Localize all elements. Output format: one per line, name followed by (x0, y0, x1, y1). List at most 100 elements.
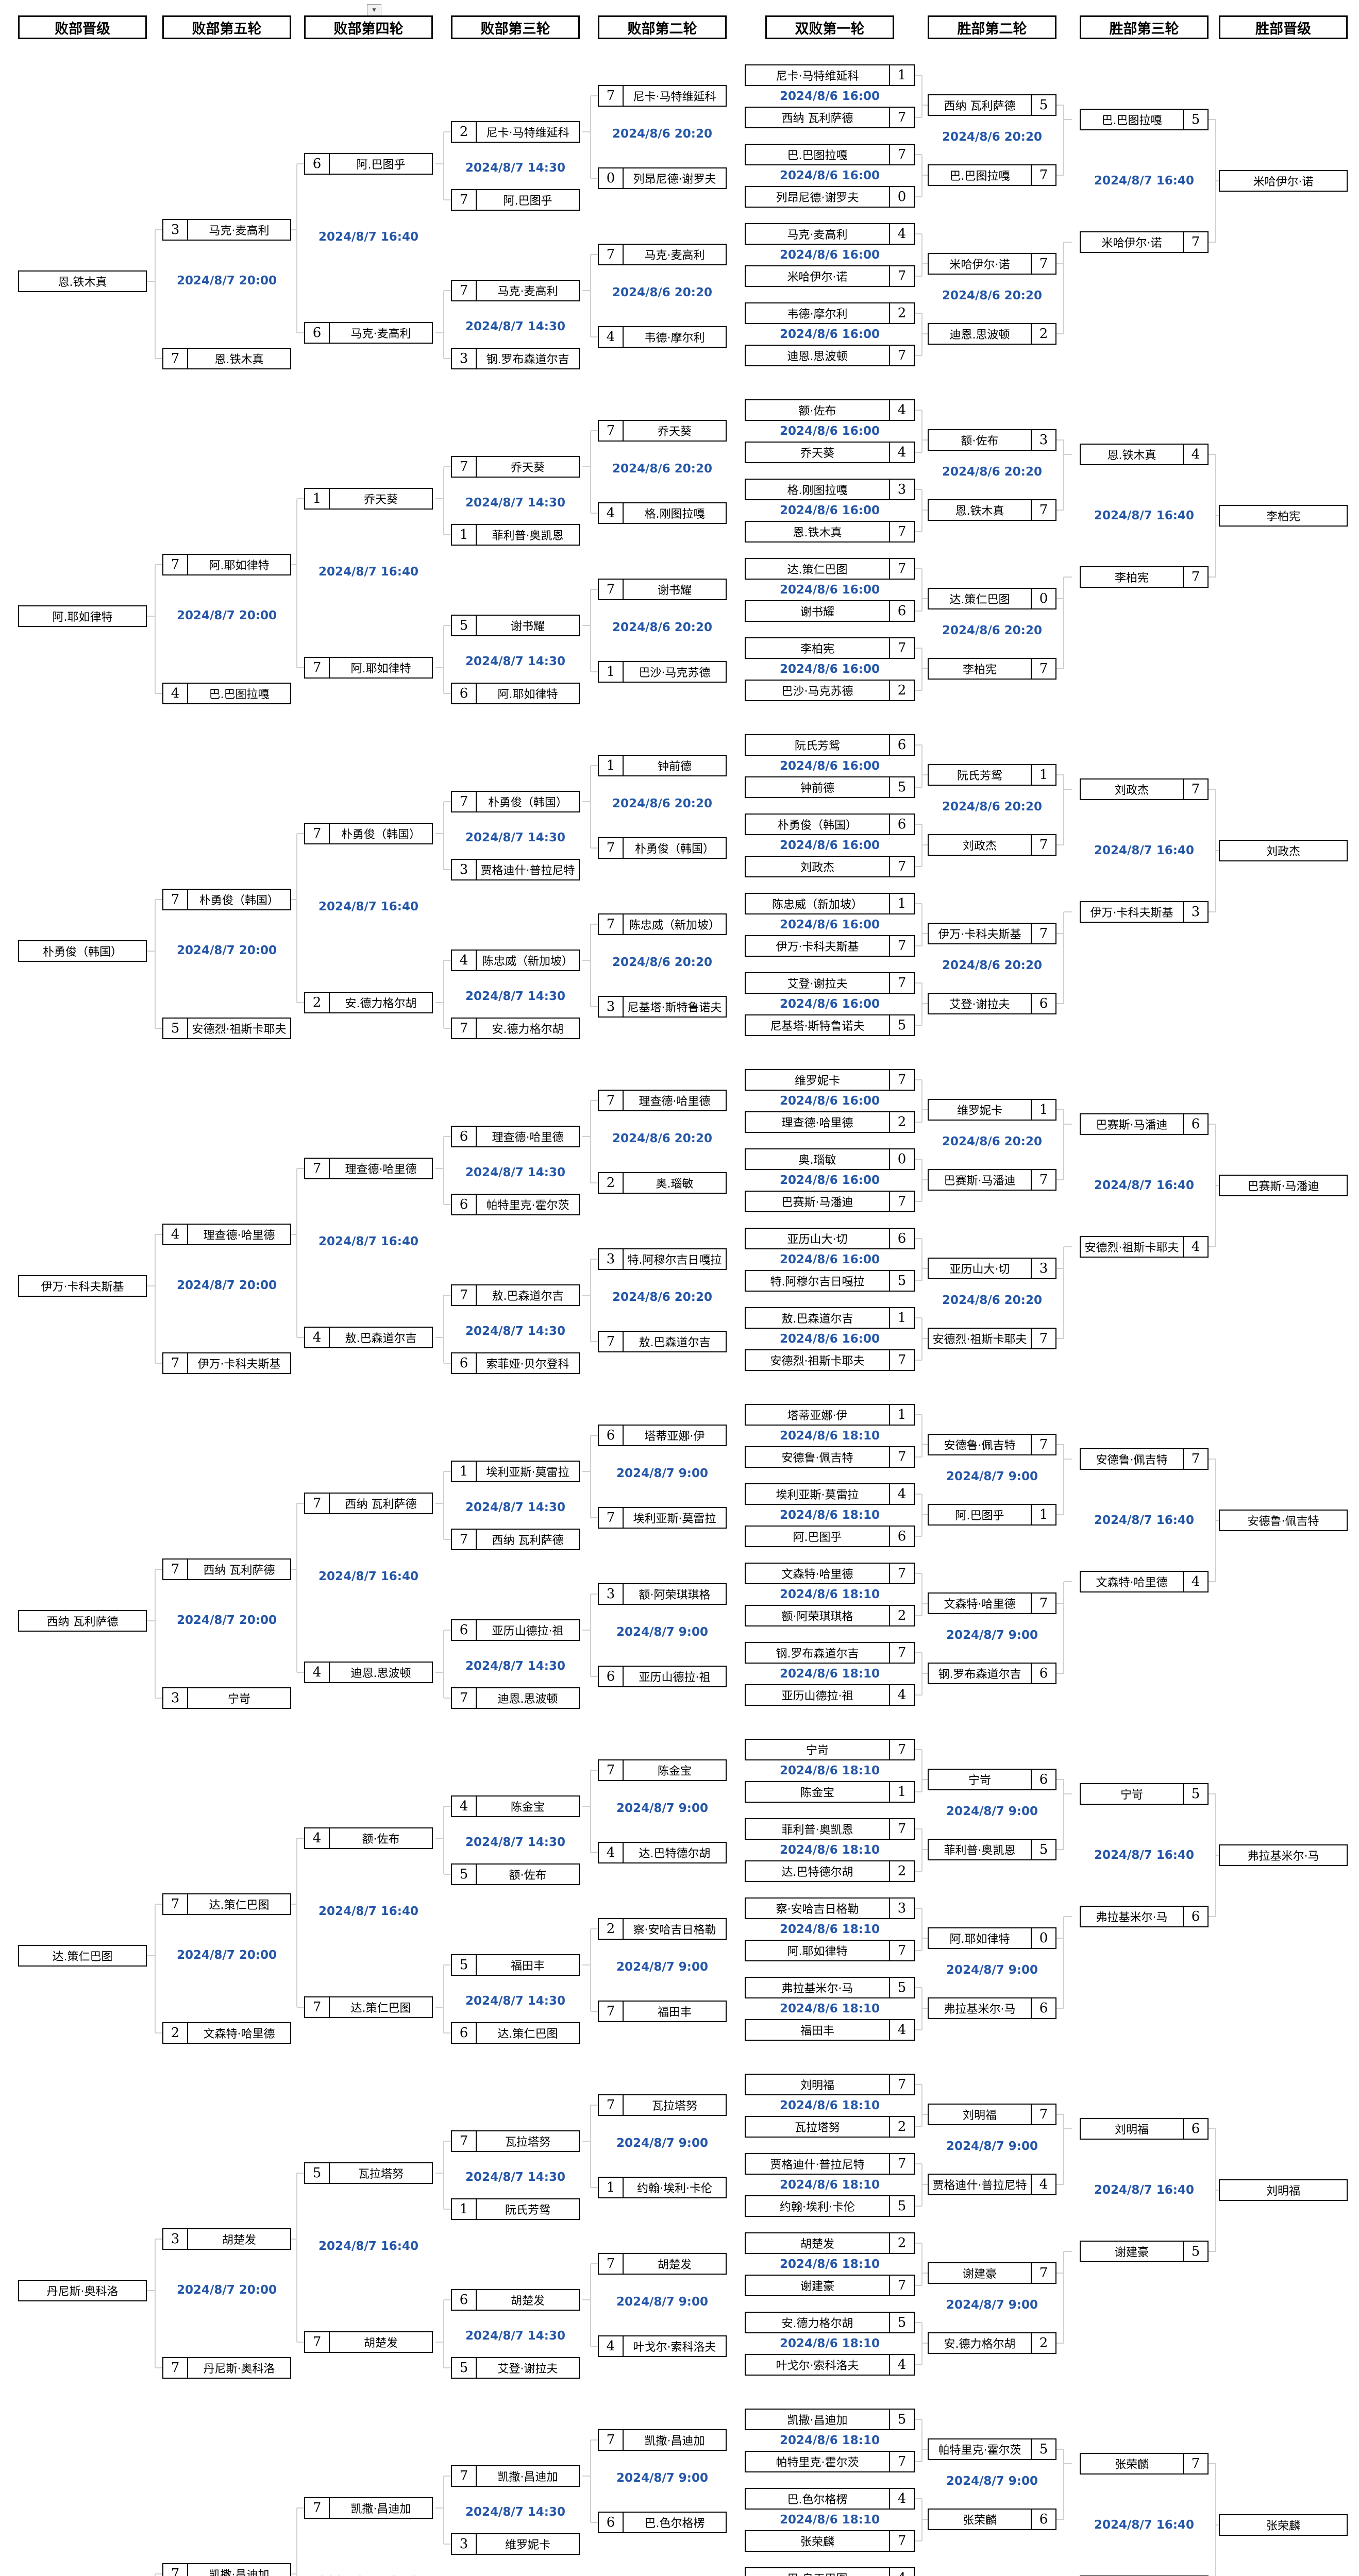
bracket-line (915, 1122, 922, 1123)
match-player-box: 朴勇俊（韩国） 6 (745, 814, 915, 835)
bracket-line (444, 1698, 451, 1699)
match-player-box: 额·佐布 3 (928, 429, 1056, 451)
bracket-line (1063, 1247, 1064, 1338)
player-score: 7 (889, 1941, 914, 1960)
match-player-box: 2 察·安哈吉日格勒 (598, 1918, 727, 1940)
player-name: 西纳 瓦利萨德 (492, 1534, 564, 1547)
bracket-line (915, 744, 922, 745)
match-player-box: 4 迪恩.思波顿 (304, 1662, 433, 1683)
bracket-line (922, 2008, 930, 2009)
bracket-line (155, 900, 156, 1028)
player-score: 5 (1031, 95, 1055, 115)
sheet-dropdown-arrow[interactable]: ▼ (367, 4, 381, 16)
player-score: 5 (889, 1271, 914, 1291)
bracket-line (915, 1456, 922, 1458)
bracket-line (922, 844, 930, 845)
player-name: 巴沙·马克苏德 (781, 685, 853, 698)
qualified-box: 达.策仁巴图 (18, 1945, 147, 1967)
match-player-box: 3 钢.罗布森道尔吉 (451, 348, 580, 369)
bracket-line (921, 983, 922, 1025)
bracket-line (444, 1539, 451, 1540)
player-name: 伊万·卡科夫斯基 (197, 1358, 281, 1371)
player-score: 7 (1031, 924, 1055, 943)
player-name: 理查德·哈里德 (345, 1163, 417, 1176)
player-name: 朴勇俊（韩国） (199, 894, 279, 907)
player-score: 7 (305, 1159, 330, 1178)
bracket-line (591, 336, 598, 337)
player-score: 7 (452, 2466, 477, 2486)
match-datetime: 2024/8/7 9:00 (616, 1625, 709, 1639)
match-player-box: 4 格.刚图拉嘎 (598, 502, 727, 524)
bracket-line (590, 2264, 591, 2346)
bracket-line (147, 951, 155, 952)
player-name: 巴.色尔格楞 (644, 2517, 705, 2530)
bracket-line (289, 1904, 297, 1905)
bracket-line (582, 1630, 591, 1631)
column-header-0: 败部晋级 (18, 15, 147, 39)
bracket-line (922, 598, 930, 599)
match-player-box: 刘政杰 7 (1080, 778, 1209, 800)
bracket-line (297, 2173, 304, 2174)
player-name: 西纳 瓦利萨德 (781, 112, 853, 125)
qualified-box: 刘明福 (1219, 2179, 1348, 2201)
bracket-line (1209, 454, 1216, 455)
column-header-2: 败部第四轮 (304, 15, 433, 39)
match-player-box: 谢建豪 7 (928, 2262, 1056, 2284)
player-score: 6 (305, 323, 330, 343)
match-datetime: 2024/8/6 18:10 (779, 1764, 880, 1777)
player-score: 7 (889, 522, 914, 541)
player-score: 4 (889, 2568, 914, 2576)
match-player-box: 叶戈尔·索科洛夫 4 (745, 2354, 915, 2376)
bracket-line (915, 1749, 922, 1750)
player-name: 约翰·埃利·卡伦 (780, 2201, 855, 2214)
bracket-line (1056, 1673, 1064, 1674)
match-player-box: 额·阿荣琪琪格 2 (745, 1605, 915, 1626)
bracket-line (591, 1852, 598, 1853)
bracket-line (921, 1750, 922, 1792)
match-player-box: 列昂尼德·谢罗夫 0 (745, 186, 915, 208)
match-player-box: 钢.罗布森道尔吉 6 (928, 1663, 1056, 1684)
player-score: 3 (599, 1249, 624, 1269)
bracket-line (590, 924, 591, 1007)
bracket-line (297, 1503, 304, 1504)
bracket-line (591, 2011, 598, 2012)
player-name: 阿.耶如律特 (209, 560, 270, 572)
player-score: 7 (452, 281, 477, 300)
player-score: 1 (889, 1782, 914, 1802)
bracket-line (915, 2206, 922, 2207)
match-datetime: 2024/8/7 16:40 (1094, 1514, 1195, 1527)
bracket-line (443, 1137, 444, 1205)
player-score: 1 (305, 489, 330, 509)
player-score: 7 (889, 1740, 914, 1759)
bracket-line (155, 1028, 162, 1029)
bracket-line (915, 1615, 922, 1616)
bracket-line (915, 1652, 922, 1653)
match-player-box: 7 凯撒·昌迪加 (162, 2563, 291, 2576)
bracket-line (915, 154, 922, 155)
player-name: 谢建豪 (1114, 2246, 1149, 2259)
player-score: 7 (1031, 2105, 1055, 2124)
match-player-box: 弗拉基米尔·马 5 (745, 1977, 915, 1998)
player-score: 7 (599, 580, 624, 599)
player-name: 达.策仁巴图 (949, 594, 1010, 606)
player-name: 福田丰 (657, 2006, 692, 2019)
bracket-line (921, 2084, 922, 2127)
player-name: 安.德力格尔胡 (944, 2338, 1016, 2351)
match-player-box: 埃利亚斯·莫雷拉 4 (745, 1483, 915, 1505)
match-player-box: 阮氏芳鸳 6 (745, 734, 915, 756)
player-score: 3 (452, 860, 477, 879)
bracket-line (1064, 789, 1072, 790)
player-score: 4 (1183, 1237, 1207, 1257)
player-score: 5 (889, 2410, 914, 2429)
player-name: 米哈伊尔·诺 (787, 271, 848, 284)
bracket-line (922, 1444, 930, 1445)
player-name: 伊万·卡科夫斯基 (776, 941, 859, 954)
player-score: 7 (452, 1019, 477, 1038)
bracket-line (1063, 2251, 1064, 2343)
column-header-3: 败部第三轮 (451, 15, 580, 39)
column-header-1: 败部第五轮 (162, 15, 291, 39)
bracket-line (591, 1435, 598, 1436)
match-datetime: 2024/8/6 20:20 (612, 286, 713, 299)
qualified-box: 安德鲁·佩吉特 (1219, 1510, 1348, 1531)
player-score: 7 (1031, 254, 1055, 274)
